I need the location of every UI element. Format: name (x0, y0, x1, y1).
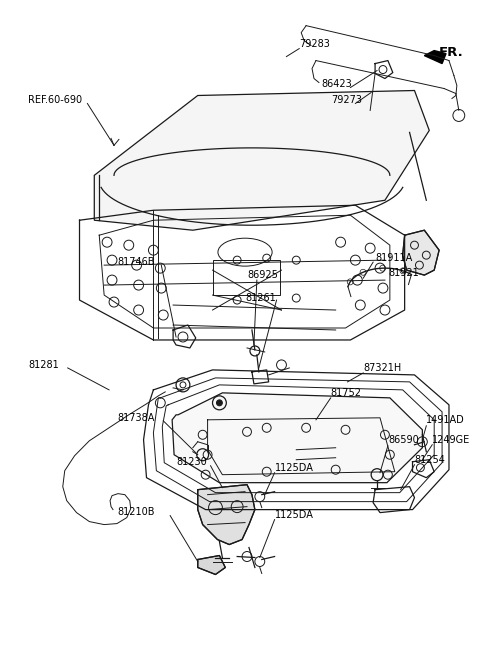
Polygon shape (198, 485, 255, 544)
Text: 81210B: 81210B (117, 506, 155, 517)
Text: 81261: 81261 (245, 293, 276, 303)
Text: 1491AD: 1491AD (426, 415, 465, 425)
Text: 81254: 81254 (415, 455, 445, 464)
Text: FR.: FR. (439, 46, 464, 59)
Polygon shape (94, 91, 429, 230)
Polygon shape (424, 51, 446, 64)
Text: 79283: 79283 (299, 39, 330, 49)
Text: 79273: 79273 (331, 96, 362, 106)
Text: 1125DA: 1125DA (275, 510, 313, 520)
Text: 81752: 81752 (331, 388, 362, 398)
Polygon shape (403, 230, 439, 275)
Text: 81281: 81281 (28, 360, 59, 370)
Text: 86590: 86590 (388, 435, 419, 445)
Text: 81921: 81921 (388, 268, 419, 278)
Text: 1125DA: 1125DA (275, 462, 313, 473)
Text: 87321H: 87321H (363, 363, 401, 373)
Text: REF.60-690: REF.60-690 (28, 96, 83, 106)
Text: 81230: 81230 (176, 457, 207, 466)
Polygon shape (198, 556, 225, 575)
Text: 86925: 86925 (247, 270, 278, 280)
Text: 86423: 86423 (321, 79, 352, 89)
Text: 1249GE: 1249GE (432, 435, 470, 445)
Text: 81911A: 81911A (375, 253, 412, 263)
Polygon shape (172, 393, 422, 483)
Text: 81746B: 81746B (117, 257, 155, 267)
Text: 81738A: 81738A (117, 413, 155, 423)
Circle shape (216, 400, 222, 406)
